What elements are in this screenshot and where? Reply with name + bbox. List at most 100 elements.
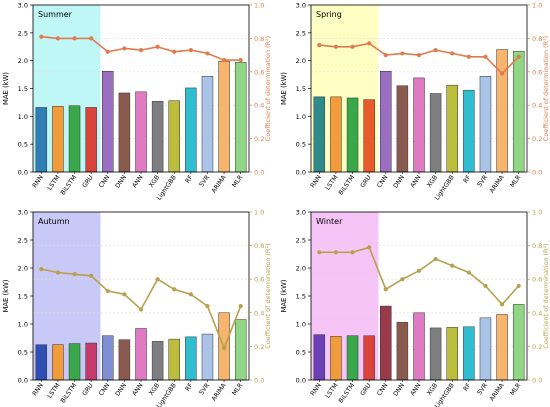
- bar-mlr: [512, 50, 525, 173]
- left-axis-label: MAE (kW): [2, 72, 10, 105]
- right-tick-label: 0.4: [532, 102, 542, 110]
- r2-point: [138, 47, 144, 53]
- r2-point: [105, 49, 110, 54]
- r2-point: [238, 303, 243, 309]
- r2-point: [450, 51, 455, 56]
- left-tick-label: 0.0: [18, 169, 28, 177]
- right-tick-label: 0.2: [532, 343, 542, 351]
- x-tick-label-gru: GRU: [359, 382, 373, 397]
- r2-point: [367, 41, 372, 46]
- x-tick-label-mlr: MLR: [509, 174, 523, 189]
- left-tick-label: 2.5: [18, 237, 28, 245]
- r2-point: [138, 307, 144, 312]
- bar-xgb: [151, 101, 164, 173]
- left-tick-label: 0.5: [18, 349, 28, 357]
- x-tick-label-svr: SVR: [198, 382, 211, 397]
- left-tick-label: 1.0: [296, 321, 306, 329]
- left-tick-label: 0.0: [296, 169, 306, 177]
- left-axis-label: MAE (kW): [2, 279, 10, 312]
- bar-gru: [363, 99, 375, 173]
- r2-point: [188, 47, 193, 53]
- x-tick-label-dnn: DNN: [114, 174, 128, 190]
- r2-point: [350, 44, 355, 49]
- r2-point: [155, 44, 160, 49]
- x-tick-label-bilstm: BiLSTM: [338, 382, 357, 404]
- r2-point: [466, 54, 471, 59]
- r2-point: [367, 245, 372, 250]
- x-tick-label-xgb: XGB: [426, 174, 439, 189]
- x-tick-label-bilstm: BiLSTM: [60, 174, 79, 196]
- r2-point: [72, 272, 77, 277]
- right-tick-label: 1.0: [254, 2, 264, 10]
- bar-gru: [85, 342, 97, 381]
- x-tick-label-lstm: LSTM: [46, 382, 61, 400]
- left-tick-label: 3.0: [18, 2, 28, 10]
- x-tick-label-cnn: CNN: [98, 174, 112, 189]
- x-tick-label-svr: SVR: [198, 174, 211, 189]
- left-tick-label: 1.5: [18, 293, 28, 301]
- bar-xgb: [429, 327, 442, 381]
- x-tick-label-ann: ANN: [409, 174, 423, 189]
- left-tick-label: 0.0: [18, 377, 28, 385]
- r2-point: [350, 250, 355, 255]
- left-tick-label: 1.5: [18, 85, 28, 93]
- x-tick-label-xgb: XGB: [426, 382, 439, 397]
- x-tick-label-cnn: CNN: [376, 174, 390, 189]
- right-tick-label: 0.2: [532, 135, 542, 143]
- chart-panel-spring: 0.0 0.5 1.0 1.5 2.0 2.5 3.0 0.0 0.2 0.4 0.6 0.8 1.0 R…: [280, 2, 550, 202]
- r2-point: [516, 54, 521, 59]
- left-tick-label: 2.5: [18, 29, 28, 37]
- bar-arima: [218, 60, 230, 173]
- right-tick-label: 0.0: [532, 377, 542, 385]
- bar-lightgbb: [446, 84, 458, 173]
- right-tick-label: 0.6: [532, 276, 542, 284]
- r2-point: [383, 53, 388, 58]
- bar-lstm: [52, 344, 64, 381]
- left-tick-label: 2.0: [296, 265, 306, 273]
- bar-rf: [185, 336, 197, 381]
- bar-svr: [201, 76, 214, 173]
- x-tick-label-arima: ARIMA: [489, 382, 507, 403]
- right-tick-label: 1.0: [532, 2, 542, 10]
- bar-dnn: [118, 339, 131, 381]
- r2-point: [172, 287, 177, 292]
- x-tick-label-ann: ANN: [131, 174, 145, 189]
- x-tick-label-svr: SVR: [476, 382, 489, 397]
- bar-bilstm: [68, 105, 81, 173]
- r2-point: [238, 58, 243, 63]
- right-tick-label: 0.2: [254, 343, 264, 351]
- right-tick-label: 1.0: [532, 209, 542, 217]
- left-tick-label: 2.5: [296, 237, 306, 245]
- right-tick-label: 1.0: [254, 209, 264, 217]
- bar-svr: [201, 333, 214, 381]
- bar-ann: [413, 77, 425, 173]
- bar-svr: [479, 317, 492, 381]
- panel-title: Spring: [316, 10, 342, 19]
- left-tick-label: 3.0: [296, 2, 306, 10]
- bar-rnn: [35, 344, 48, 381]
- r2-point: [400, 277, 405, 282]
- r2-point: [499, 302, 505, 307]
- bar-dnn: [396, 322, 409, 381]
- chart-panel-autumn: 0.0 0.5 1.0 1.5 2.0 2.5 3.0 0.0 0.2 0.4 0.6 0.8 1.0 R…: [2, 209, 272, 407]
- left-tick-label: 1.5: [296, 293, 306, 301]
- bar-xgb: [151, 341, 164, 381]
- x-tick-label-lstm: LSTM: [46, 174, 61, 192]
- bar-lstm: [330, 336, 342, 381]
- left-tick-label: 1.0: [18, 321, 28, 329]
- x-tick-label-mlr: MLR: [231, 382, 245, 397]
- bar-bilstm: [346, 335, 359, 381]
- r2-point: [433, 47, 438, 53]
- r2-point: [89, 36, 94, 41]
- right-tick-label: 0.8: [254, 242, 264, 250]
- bar-lstm: [52, 106, 64, 173]
- x-tick-label-xgb: XGB: [148, 382, 161, 397]
- right-tick-label: 0.6: [254, 276, 264, 284]
- r2-point: [499, 71, 505, 76]
- bar-mlr: [512, 304, 525, 381]
- bar-ann: [135, 91, 147, 173]
- bar-bilstm: [346, 97, 359, 173]
- bar-gru: [363, 335, 375, 381]
- bar-xgb: [429, 93, 442, 173]
- x-tick-label-gru: GRU: [81, 382, 95, 397]
